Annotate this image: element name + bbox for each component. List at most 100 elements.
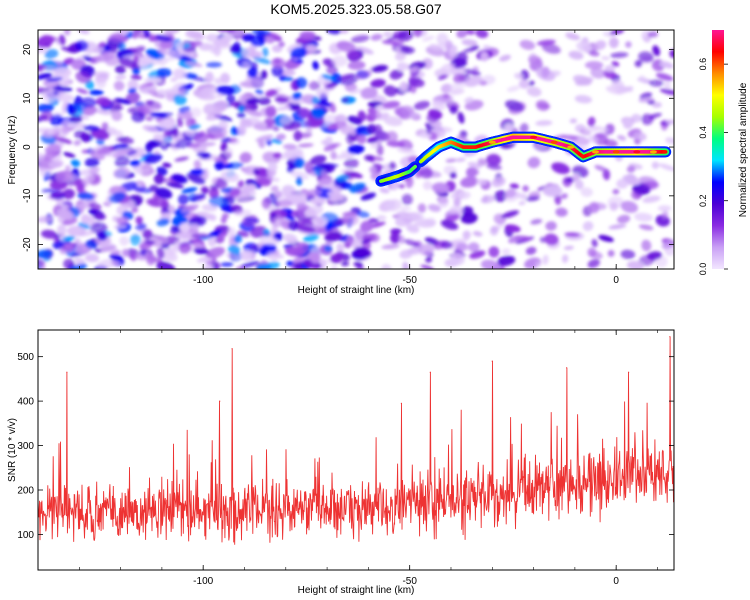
spectrogram-cell [460, 212, 478, 224]
spectrogram-cell [661, 210, 669, 219]
spectrogram-cell [480, 195, 496, 204]
spectrogram-cell [46, 83, 58, 89]
spectrogram-cell [360, 192, 376, 201]
spectrogram-cell [435, 128, 446, 138]
spectrogram-cell [425, 124, 432, 134]
spectrogram-cell [265, 138, 273, 146]
spectrogram-cell [155, 187, 173, 199]
spectrogram-cell [371, 64, 389, 73]
spectrogram-cell [219, 37, 230, 47]
spectrogram-cell [146, 253, 156, 266]
spectrogram-cell [255, 89, 264, 95]
spectrogram-cell [216, 126, 228, 139]
spectrogram-cell [57, 208, 74, 220]
spectrogram-cell [240, 260, 260, 269]
colorbar-tick-label: 0.6 [698, 58, 708, 71]
spectrogram-cell [126, 150, 138, 156]
spectrogram-cell [218, 119, 226, 127]
colorbar-ticks: 0.0 0.2 0.4 0.6 [698, 58, 728, 275]
spectrogram-cell [149, 112, 169, 119]
spectrogram-cell [652, 45, 661, 57]
spectrogram-cell [260, 70, 268, 80]
spectrogram-cell [97, 42, 106, 48]
spectrogram-cell [135, 166, 143, 175]
spectrogram-cell [591, 238, 598, 248]
snr-x-axis: -100 -50 0 [37, 330, 658, 587]
spectrogram-cell [647, 31, 659, 38]
spectrogram-cell [242, 33, 255, 42]
spectrogram-cell [541, 66, 550, 78]
spectrogram-cell [440, 83, 453, 94]
spectrogram-cell [403, 239, 421, 247]
spectrogram-cell [84, 157, 100, 168]
spectrogram-cell [554, 193, 562, 206]
spectrogram-cell [93, 213, 106, 221]
spectrogram-cell [312, 60, 319, 70]
spectrogram-cell [294, 157, 305, 169]
spectrogram-cell [397, 62, 406, 72]
spectrogram-cell [63, 152, 76, 158]
spectrogram-cell [88, 202, 102, 210]
spectrogram-cell [594, 164, 607, 172]
spectrogram-cell [555, 207, 568, 217]
spectrogram-cell [190, 223, 200, 230]
spectrogram-cell [174, 138, 193, 149]
spectrogram-cell [310, 155, 327, 165]
colorbar-tick-label: 0.4 [698, 126, 708, 139]
spectrogram-cell [381, 243, 400, 250]
spectrogram-cell [79, 230, 95, 237]
spectrogram-cell [121, 248, 130, 257]
spectrogram-cell [279, 115, 293, 126]
spectrogram-cell [162, 212, 172, 218]
spectrogram-cell [398, 183, 405, 189]
spectrogram-cell [259, 235, 280, 246]
spectrogram-cell [285, 215, 295, 221]
spectrogram-cell [401, 193, 413, 206]
spectrogram-cell [185, 30, 203, 39]
spectrogram-cell [369, 221, 386, 229]
spectrogram-cell [651, 101, 662, 108]
spectrogram-cell [85, 174, 95, 183]
spectrogram-cell [113, 167, 131, 179]
spectrogram-cell [602, 69, 616, 79]
spectrogram-cell [620, 200, 639, 213]
spectrogram-cell [129, 250, 137, 262]
spectrogram-cell [341, 261, 350, 267]
spectrogram-cell [127, 79, 139, 91]
spectrogram-cell [174, 156, 189, 162]
snr-peak-point [231, 348, 233, 350]
spectrogram-cell [63, 243, 74, 250]
spectrogram-cell [649, 79, 664, 87]
spectrogram-cell [361, 238, 372, 244]
spectrogram-cell [448, 81, 467, 92]
spectrogram-cell [220, 262, 234, 267]
spectrogram-cell [422, 35, 435, 42]
spectrogram-cell [76, 182, 85, 193]
spectrogram-cell [270, 185, 279, 193]
y-tick-label: 400 [17, 397, 34, 408]
spectrogram-cell [418, 243, 435, 256]
spectrogram-cell [320, 169, 328, 180]
spectrogram-cell [135, 223, 147, 231]
spectrogram-cell [587, 135, 599, 143]
spectrogram-cell [295, 77, 308, 89]
spectrogram-cell [48, 159, 64, 169]
spectrogram-cell [449, 238, 470, 244]
spectrogram-cell [343, 158, 359, 169]
spectrogram-cell [366, 136, 379, 144]
spectrogram-cell [569, 118, 578, 124]
spectrogram-cell [663, 81, 671, 90]
spectrogram-cell [463, 68, 482, 76]
spectrogram-cell [204, 71, 214, 84]
spectrogram-cell [139, 248, 147, 256]
spectrogram-cell [641, 113, 654, 126]
spectrogram-cell [147, 197, 168, 208]
spectrogram-cell [193, 132, 209, 144]
spectrogram-x-axis: -100 -50 0 [37, 30, 658, 286]
spectrogram-cell [272, 177, 280, 182]
spectrogram-cell [449, 205, 464, 216]
spectrogram-cell [226, 252, 240, 261]
spectrogram-cell [342, 211, 361, 217]
spectrogram-cell [76, 88, 89, 94]
spectrogram-cell [410, 112, 420, 118]
